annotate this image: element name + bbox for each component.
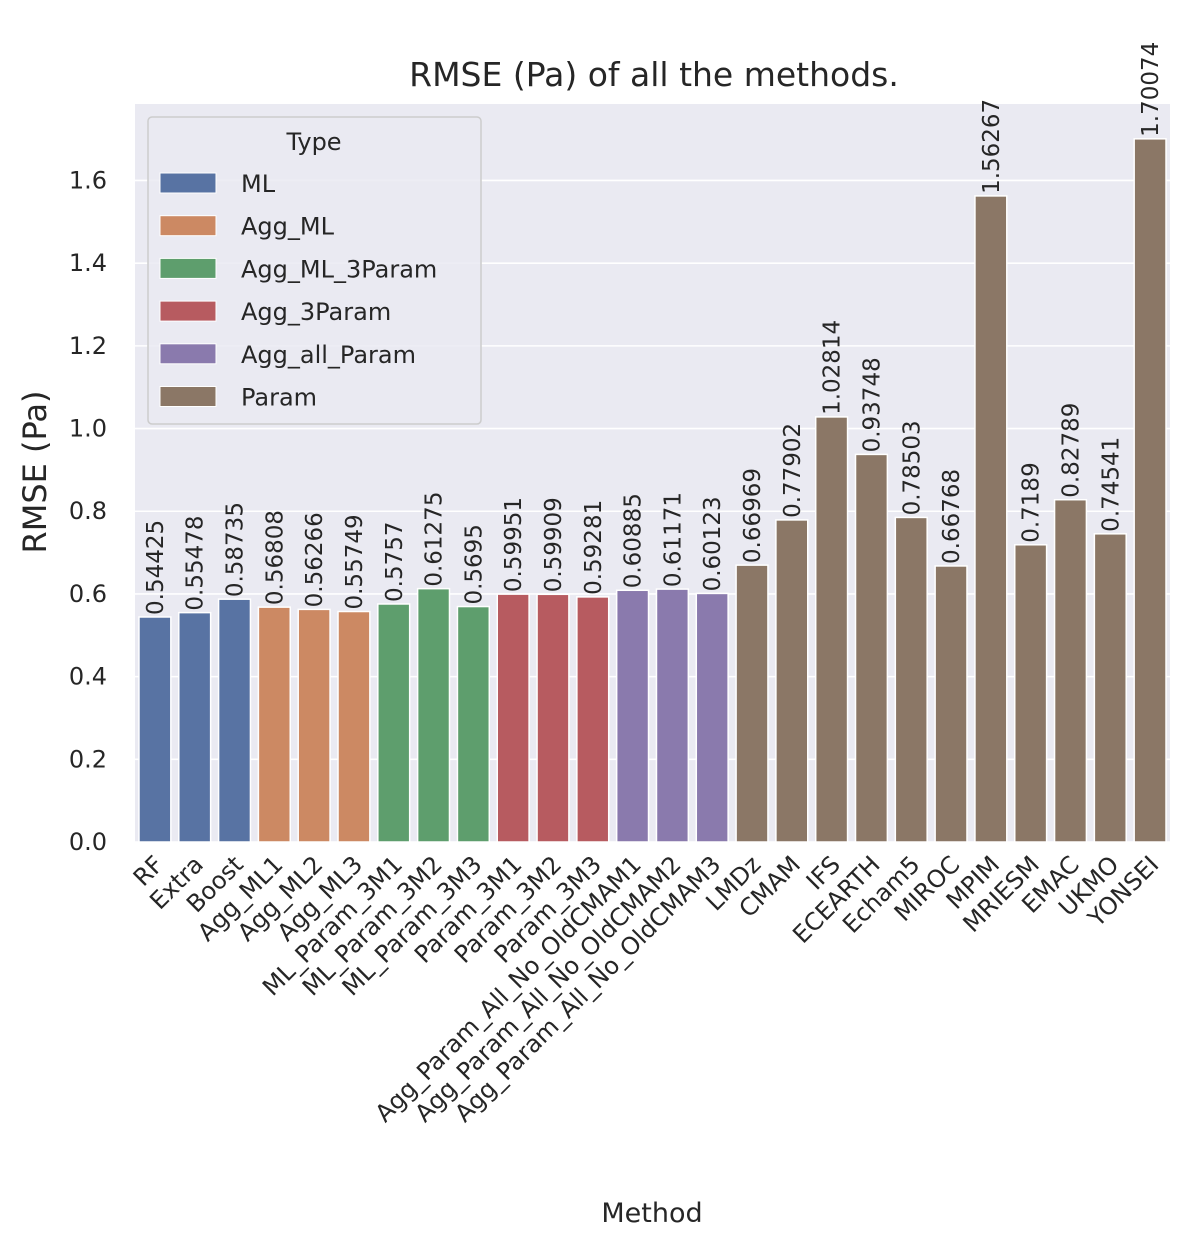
bar-value-label: 0.59909 [541,497,567,592]
bar [576,596,610,843]
y-tick-label: 1.6 [69,166,107,194]
legend-entry-label: Agg_3Param [241,298,391,326]
y-axis-ticks: 0.0 0.2 0.4 0.6 0.8 1.0 1.2 1.4 1.6 [69,166,107,856]
bar [297,608,331,843]
bar [416,587,451,843]
bar-value-label: 0.60885 [621,493,647,588]
chart-title: RMSE (Pa) of all the methods. [409,55,899,94]
bar [496,593,530,843]
legend-swatch [159,257,217,279]
bars [138,138,1167,843]
bar [536,593,570,843]
bar-value-label: 0.56808 [262,510,288,605]
bar-value-label: 0.82789 [1058,403,1084,498]
legend-title: Type [285,128,341,156]
bar-value-label: 0.54425 [143,520,169,615]
y-tick-label: 0.2 [69,745,107,773]
legend-entry-label: Agg_ML_3Param [241,255,437,283]
bar-value-label: 0.74541 [1098,437,1124,532]
bar-value-label: 0.59951 [501,497,527,592]
legend-swatch [159,300,217,322]
legend-entry-label: Param [241,384,317,412]
legend-entry-label: Agg_ML [241,213,335,241]
bar [1093,533,1127,843]
y-tick-label: 0.8 [69,497,107,525]
bar-value-label: 0.56266 [302,512,328,607]
bar [854,453,889,843]
bar-value-label: 1.70074 [1138,42,1164,137]
y-tick-label: 1.0 [69,415,107,443]
bar-value-label: 1.02814 [820,320,846,415]
bar-value-label: 0.59281 [581,500,607,595]
bar [775,519,809,843]
bar-value-label: 0.66768 [939,469,965,564]
legend: Type ML Agg_ML Agg_ML_3Param Agg_3Param Agg_… [147,116,482,425]
legend-box [147,116,482,425]
bar-value-label: 0.61171 [660,492,686,587]
bar-value-label: 0.66969 [740,468,766,563]
bar [337,610,371,843]
bar-value-label: 0.55478 [183,516,209,611]
bar [1014,544,1048,843]
bar [814,416,849,843]
bar-value-label: 1.56267 [979,99,1005,194]
bar-value-label: 0.7189 [1019,462,1045,542]
bar [615,589,650,843]
bar [1053,498,1088,843]
bar-value-label: 0.60123 [700,496,726,591]
y-axis-label: RMSE (Pa) [16,391,54,554]
bar-value-label: 0.78503 [899,420,925,515]
bar [456,605,491,843]
bar-value-label: 0.77902 [780,423,806,518]
bar [974,195,1008,843]
bar [735,564,769,843]
bar [217,598,252,843]
bar [695,592,729,843]
bar-value-label: 0.55749 [342,514,368,609]
bar [655,588,690,843]
y-tick-label: 0.0 [69,828,107,856]
bar-value-label: 0.93748 [859,357,885,452]
x-axis-ticks: RFExtraBoostAgg_ML1Agg_ML2Agg_ML3ML_Para… [128,850,1165,1127]
bar [894,516,928,843]
bar-value-label: 0.5695 [461,524,487,604]
legend-swatch [159,386,217,407]
bar [257,606,291,843]
bar-value-label: 0.5757 [382,521,408,601]
legend-swatch [159,172,217,194]
y-tick-label: 0.4 [69,663,107,691]
x-axis-label: Method [601,1198,702,1229]
bar [934,565,968,843]
legend-swatch [159,343,217,365]
bar-value-label: 0.61275 [422,492,448,587]
bar-value-labels: 0.54425 0.55478 0.58735 0.56808 0.56266 0.557… [143,42,1164,615]
legend-entry-label: Agg_all_Param [241,341,416,369]
bar-value-label: 0.58735 [223,502,249,597]
legend-entry-label: ML [241,170,276,198]
bar [138,616,172,843]
y-tick-label: 1.4 [69,249,107,277]
y-tick-label: 1.2 [69,332,107,360]
legend-swatch [159,215,217,237]
bar [377,603,411,843]
bar [178,611,212,843]
bar [1133,138,1167,843]
y-tick-label: 0.6 [69,580,107,608]
legend-entries: ML Agg_ML Agg_ML_3Param Agg_3Param Agg_all_P… [159,170,437,412]
